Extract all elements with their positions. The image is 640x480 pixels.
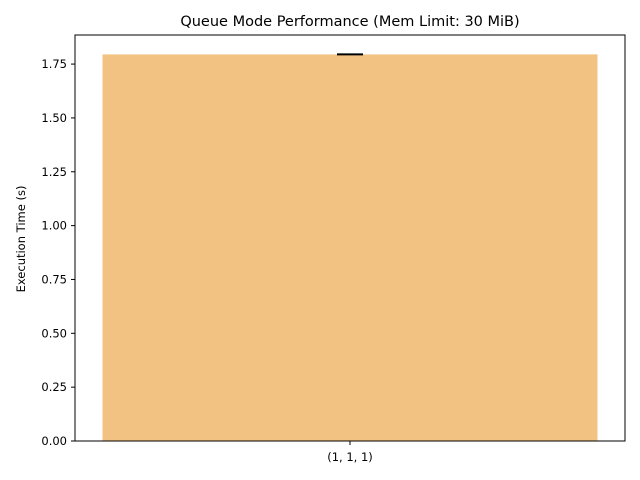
bar — [102, 54, 598, 442]
y-axis-label: Execution Time (s) — [14, 186, 28, 293]
y-tick-label: 0.25 — [41, 380, 67, 394]
chart-title: Queue Mode Performance (Mem Limit: 30 Mi… — [180, 14, 519, 30]
x-tick-label: (1, 1, 1) — [327, 450, 373, 464]
y-axis: 0.00 0.25 0.50 0.75 1.00 1.25 1.50 1.75 — [41, 57, 75, 448]
y-tick-label: 1.25 — [41, 165, 67, 179]
y-tick-label: 0.75 — [41, 272, 67, 286]
y-tick-label: 0.00 — [41, 434, 67, 448]
y-tick-label: 1.00 — [41, 219, 67, 233]
x-axis: (1, 1, 1) — [327, 441, 373, 464]
y-tick-label: 1.75 — [41, 57, 67, 71]
y-tick-label: 1.50 — [41, 111, 67, 125]
plot-frame — [74, 34, 626, 442]
bars-layer — [102, 54, 598, 442]
y-tick-label: 0.50 — [41, 326, 67, 340]
